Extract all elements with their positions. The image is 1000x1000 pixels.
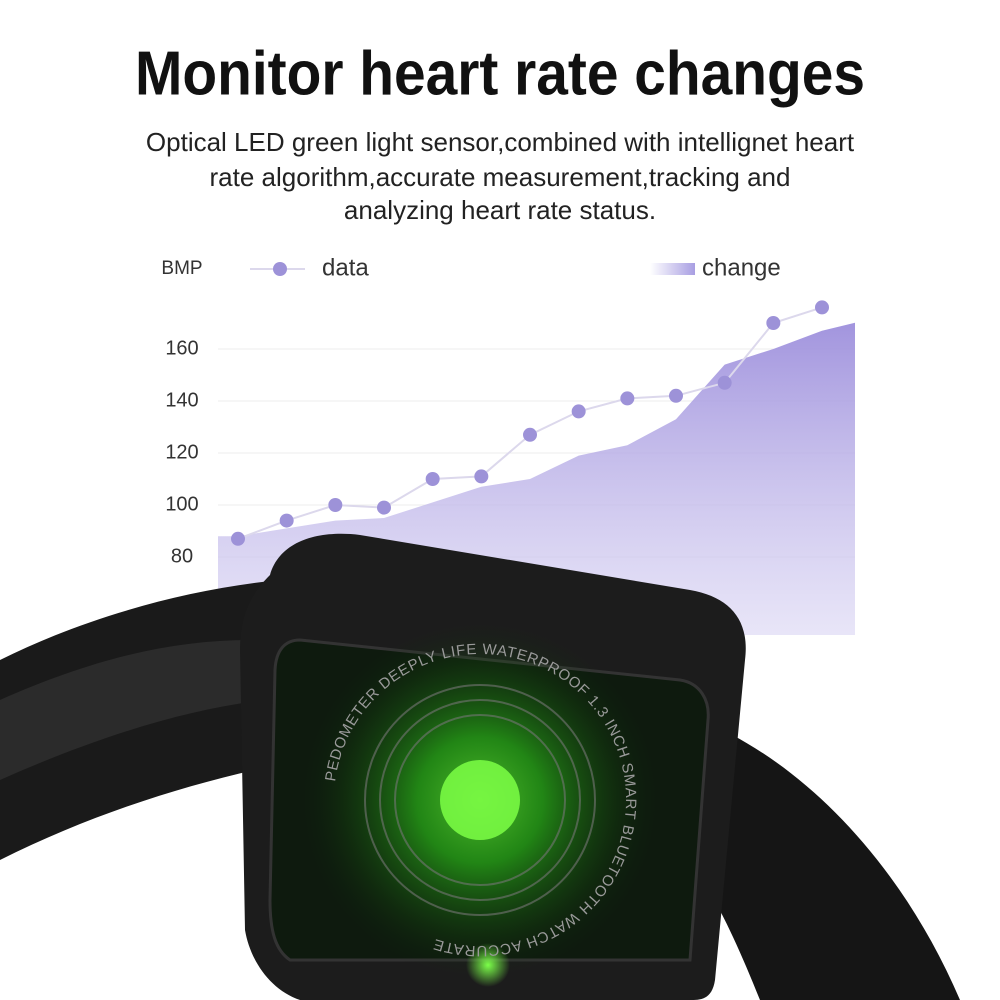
legend-label: data xyxy=(322,254,369,281)
point xyxy=(620,391,635,406)
point xyxy=(571,404,586,419)
sensor-dot xyxy=(466,943,510,987)
sensor-light xyxy=(440,760,520,840)
point xyxy=(474,469,489,484)
subtitle-line: rate algorithm,accurate measurement,trac… xyxy=(210,162,791,192)
sensor-ring xyxy=(379,699,581,901)
legend-marker xyxy=(273,262,287,276)
legend-label: change xyxy=(702,254,781,281)
y-tick-label: 140 xyxy=(165,389,198,411)
strap-ridge xyxy=(0,640,265,780)
y-tick-label: 100 xyxy=(165,493,198,515)
point xyxy=(279,513,294,528)
point xyxy=(328,498,343,512)
legend-swatch xyxy=(650,263,695,275)
point xyxy=(231,531,245,546)
point xyxy=(523,427,537,442)
y-tick-label: 160 xyxy=(165,337,198,359)
title: Monitor heart rate changes xyxy=(135,39,865,108)
point xyxy=(377,500,391,515)
point xyxy=(425,472,440,486)
y-tick-label: 80 xyxy=(171,545,193,567)
sensor-ring xyxy=(364,684,596,916)
y-tick-label: 120 xyxy=(165,441,198,463)
subtitle-line: Optical LED green light sensor,combined … xyxy=(146,127,855,157)
point xyxy=(766,316,781,330)
sensor-ring xyxy=(394,714,566,886)
point xyxy=(669,388,683,403)
watch: PEDOMETER DEEPLY LIFE WATERPROOF 1.3 INC… xyxy=(0,533,960,1000)
y-axis-label: BMP xyxy=(161,258,202,279)
point xyxy=(717,375,732,390)
point xyxy=(815,300,829,315)
subtitle-line: analyzing heart rate status. xyxy=(344,195,656,225)
